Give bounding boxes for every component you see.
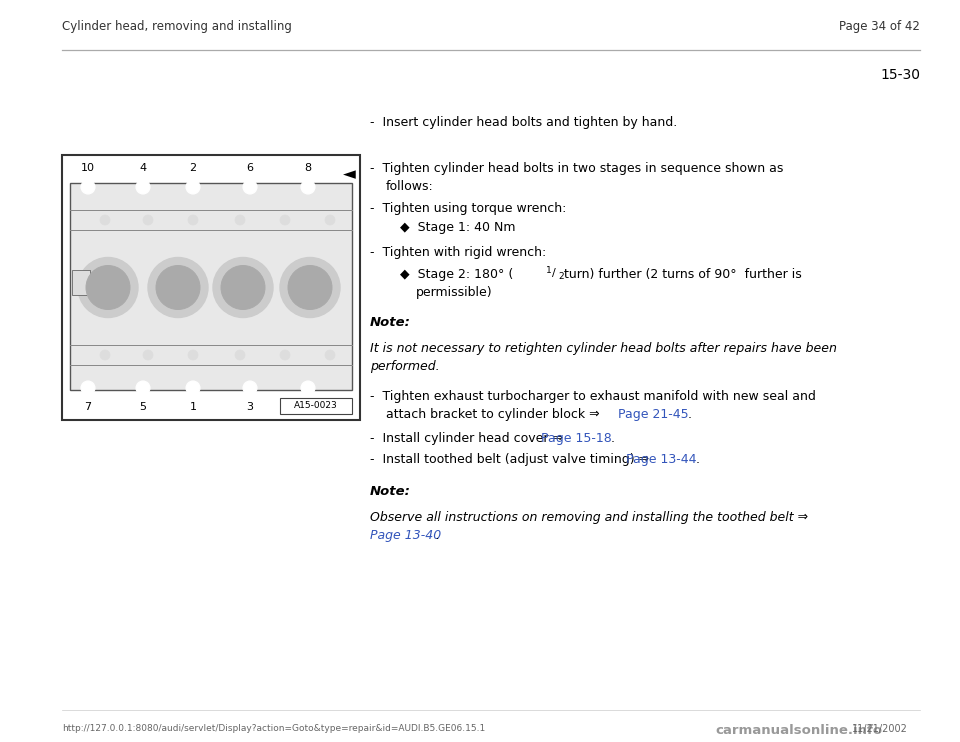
Text: Observe all instructions on removing and installing the toothed belt ⇒: Observe all instructions on removing and… bbox=[370, 511, 808, 524]
Circle shape bbox=[143, 215, 153, 225]
Text: Note:: Note: bbox=[370, 316, 411, 329]
Text: 7: 7 bbox=[84, 402, 91, 412]
Text: performed.: performed. bbox=[370, 360, 440, 373]
Bar bbox=[62, 155, 360, 420]
Bar bbox=[94, 270, 112, 295]
Text: carmanualsonline.info: carmanualsonline.info bbox=[715, 724, 882, 737]
Text: 2: 2 bbox=[558, 272, 564, 281]
Text: Note:: Note: bbox=[370, 485, 411, 498]
Text: Page 34 of 42: Page 34 of 42 bbox=[839, 20, 920, 33]
Text: A15-0023: A15-0023 bbox=[294, 401, 338, 410]
Circle shape bbox=[136, 180, 150, 194]
Text: -  Tighten using torque wrench:: - Tighten using torque wrench: bbox=[370, 202, 566, 215]
Text: follows:: follows: bbox=[386, 180, 434, 193]
Text: 3: 3 bbox=[247, 402, 253, 412]
Text: 8: 8 bbox=[304, 163, 312, 173]
Text: ◄: ◄ bbox=[343, 165, 356, 183]
Text: Page 15-18: Page 15-18 bbox=[541, 432, 612, 445]
Text: 10: 10 bbox=[81, 163, 95, 173]
Text: 6: 6 bbox=[247, 163, 253, 173]
Bar bbox=[280, 398, 352, 414]
Circle shape bbox=[280, 257, 340, 318]
Circle shape bbox=[213, 257, 273, 318]
Text: /: / bbox=[552, 268, 556, 278]
Text: ◆  Stage 2: 180° (: ◆ Stage 2: 180° ( bbox=[400, 268, 514, 281]
Circle shape bbox=[81, 381, 95, 395]
Text: ◆  Stage 1: 40 Nm: ◆ Stage 1: 40 Nm bbox=[400, 221, 516, 234]
Circle shape bbox=[136, 381, 150, 395]
Text: 11/21/2002: 11/21/2002 bbox=[852, 724, 908, 734]
Circle shape bbox=[301, 180, 315, 194]
Circle shape bbox=[143, 350, 153, 360]
Text: Page 21-45: Page 21-45 bbox=[618, 408, 688, 421]
Text: 15-30: 15-30 bbox=[880, 68, 920, 82]
Circle shape bbox=[100, 215, 110, 225]
Circle shape bbox=[148, 257, 208, 318]
Text: 1: 1 bbox=[189, 402, 197, 412]
Circle shape bbox=[188, 215, 198, 225]
Text: -  Tighten exhaust turbocharger to exhaust manifold with new seal and: - Tighten exhaust turbocharger to exhaus… bbox=[370, 390, 816, 403]
Circle shape bbox=[325, 215, 335, 225]
Bar bbox=[70, 183, 352, 390]
Circle shape bbox=[81, 180, 95, 194]
Text: -  Install toothed belt (adjust valve timing) ⇒: - Install toothed belt (adjust valve tim… bbox=[370, 453, 653, 466]
Text: -  Insert cylinder head bolts and tighten by hand.: - Insert cylinder head bolts and tighten… bbox=[370, 116, 677, 129]
Text: http://127.0.0.1:8080/audi/servlet/Display?action=Goto&type=repair&id=AUDI.B5.GE: http://127.0.0.1:8080/audi/servlet/Displ… bbox=[62, 724, 485, 733]
Circle shape bbox=[288, 266, 332, 309]
Text: It is not necessary to retighten cylinder head bolts after repairs have been: It is not necessary to retighten cylinde… bbox=[370, 342, 837, 355]
Text: Page 13-44: Page 13-44 bbox=[626, 453, 697, 466]
Circle shape bbox=[243, 180, 257, 194]
Text: turn) further (2 turns of 90°  further is: turn) further (2 turns of 90° further is bbox=[564, 268, 802, 281]
Text: 2: 2 bbox=[189, 163, 197, 173]
Circle shape bbox=[78, 257, 138, 318]
Circle shape bbox=[325, 350, 335, 360]
Text: -  Tighten with rigid wrench:: - Tighten with rigid wrench: bbox=[370, 246, 546, 259]
Text: Page 13-40: Page 13-40 bbox=[370, 529, 442, 542]
Circle shape bbox=[301, 381, 315, 395]
Circle shape bbox=[156, 266, 200, 309]
Text: .: . bbox=[432, 529, 440, 542]
Text: 5: 5 bbox=[139, 402, 147, 412]
Circle shape bbox=[243, 381, 257, 395]
Circle shape bbox=[86, 266, 130, 309]
Text: attach bracket to cylinder block ⇒: attach bracket to cylinder block ⇒ bbox=[386, 408, 604, 421]
Circle shape bbox=[235, 350, 245, 360]
Circle shape bbox=[280, 350, 290, 360]
Text: -  Install cylinder head cover ⇒: - Install cylinder head cover ⇒ bbox=[370, 432, 567, 445]
Text: .: . bbox=[607, 432, 615, 445]
Text: 1: 1 bbox=[546, 266, 552, 275]
Text: 9: 9 bbox=[304, 402, 312, 412]
Text: permissible): permissible) bbox=[416, 286, 492, 299]
Circle shape bbox=[186, 381, 200, 395]
Circle shape bbox=[221, 266, 265, 309]
Circle shape bbox=[280, 215, 290, 225]
Text: .: . bbox=[692, 453, 700, 466]
Text: .: . bbox=[684, 408, 692, 421]
Text: 4: 4 bbox=[139, 163, 147, 173]
Circle shape bbox=[235, 215, 245, 225]
Text: Cylinder head, removing and installing: Cylinder head, removing and installing bbox=[62, 20, 292, 33]
Circle shape bbox=[100, 350, 110, 360]
Circle shape bbox=[186, 180, 200, 194]
Text: -  Tighten cylinder head bolts in two stages in sequence shown as: - Tighten cylinder head bolts in two sta… bbox=[370, 162, 783, 175]
Circle shape bbox=[188, 350, 198, 360]
Bar bbox=[72, 270, 90, 295]
